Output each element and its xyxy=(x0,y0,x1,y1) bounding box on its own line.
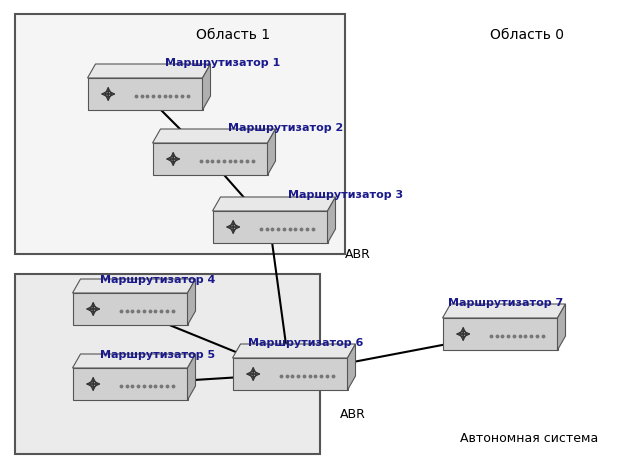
Polygon shape xyxy=(213,211,327,244)
Polygon shape xyxy=(187,354,195,400)
Polygon shape xyxy=(73,279,195,293)
Polygon shape xyxy=(187,279,195,325)
Polygon shape xyxy=(73,368,187,400)
Polygon shape xyxy=(73,354,195,368)
Polygon shape xyxy=(213,198,335,211)
Polygon shape xyxy=(73,293,187,325)
Text: Область 1: Область 1 xyxy=(196,28,270,42)
Text: Маршрутизатор 4: Маршрутизатор 4 xyxy=(100,275,215,284)
Text: Маршрутизатор 7: Маршрутизатор 7 xyxy=(448,298,563,307)
Text: Маршрутизатор 3: Маршрутизатор 3 xyxy=(288,189,403,199)
Text: Маршрутизатор 5: Маршрутизатор 5 xyxy=(100,349,215,359)
Polygon shape xyxy=(87,79,203,111)
Polygon shape xyxy=(15,275,320,454)
Text: Автономная система: Автономная система xyxy=(460,431,598,444)
Polygon shape xyxy=(87,65,211,79)
Polygon shape xyxy=(327,198,335,244)
Polygon shape xyxy=(267,130,275,176)
Polygon shape xyxy=(232,344,355,358)
Text: ABR: ABR xyxy=(345,248,371,260)
Polygon shape xyxy=(347,344,355,390)
Text: Маршрутизатор 1: Маршрутизатор 1 xyxy=(165,58,280,68)
Text: Область 0: Область 0 xyxy=(490,28,564,42)
Text: Маршрутизатор 2: Маршрутизатор 2 xyxy=(228,123,343,133)
Polygon shape xyxy=(557,304,565,350)
Text: ABR: ABR xyxy=(340,407,366,420)
Polygon shape xyxy=(443,318,557,350)
Polygon shape xyxy=(232,358,347,390)
Polygon shape xyxy=(153,144,267,176)
Polygon shape xyxy=(153,130,275,144)
Text: Маршрутизатор 6: Маршрутизатор 6 xyxy=(248,337,363,347)
Polygon shape xyxy=(203,65,211,111)
Polygon shape xyxy=(443,304,565,318)
Polygon shape xyxy=(15,15,345,255)
